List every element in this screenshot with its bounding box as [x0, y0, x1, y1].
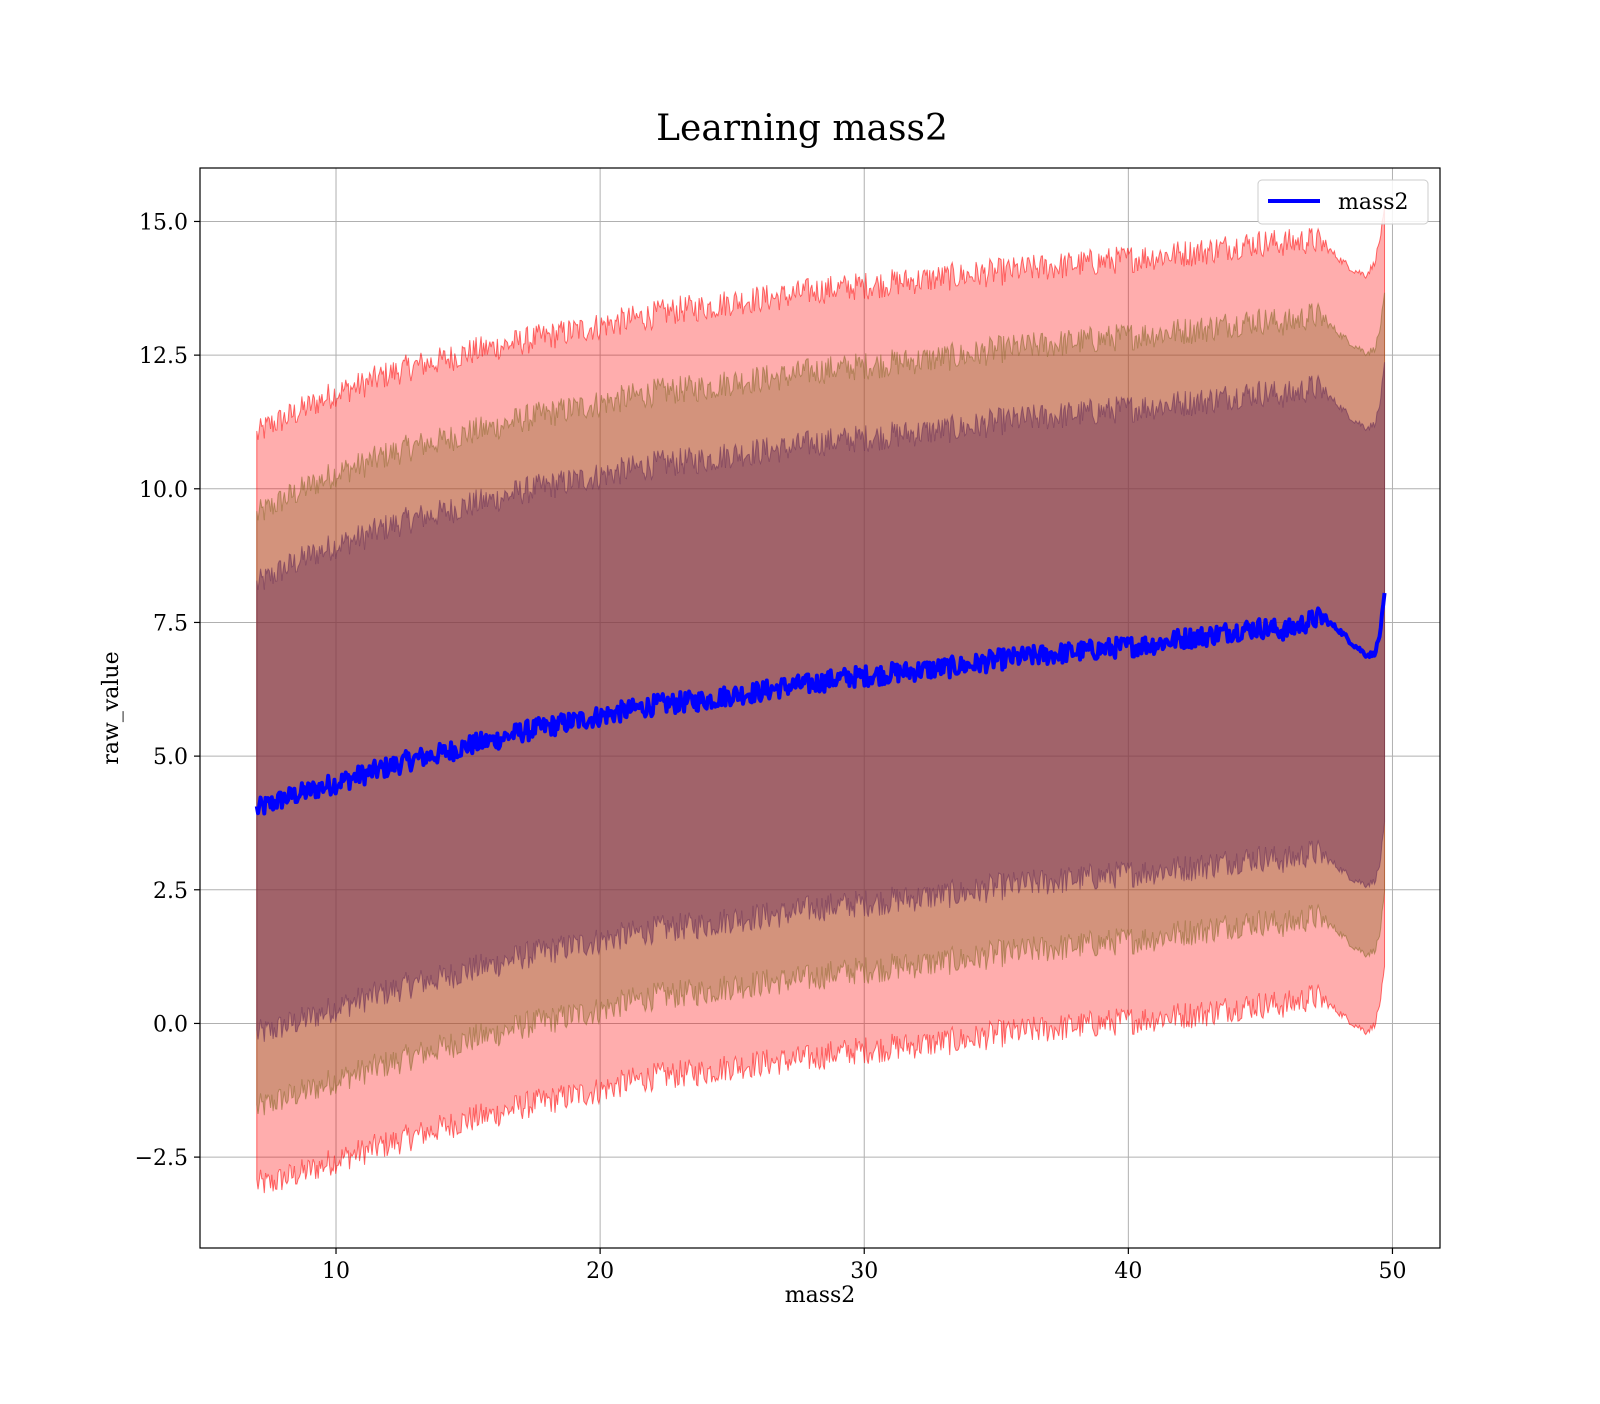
- x-axis-ticks: 10 20 30 40 50: [322, 1248, 1406, 1284]
- series-line-mass2: [254, 592, 1387, 816]
- y-axis-ticks: −2.5 0.0 2.5 5.0 7.5 10.0 12.5 15.0: [135, 210, 200, 1171]
- y-tick-label: 5.0: [153, 745, 188, 770]
- y-tick-label: 10.0: [139, 478, 188, 503]
- x-tick-label: 20: [586, 1259, 614, 1284]
- x-tick-label: 40: [1114, 1259, 1142, 1284]
- y-axis-label: raw_value: [99, 651, 124, 764]
- x-tick-label: 50: [1378, 1259, 1406, 1284]
- x-tick-label: 30: [850, 1259, 878, 1284]
- legend-box: [1257, 179, 1429, 225]
- y-tick-label: −2.5: [135, 1146, 188, 1171]
- legend-label-mass2: mass2: [1338, 190, 1409, 215]
- band-middle: [256, 292, 1386, 1116]
- plot-frame: [199, 167, 1441, 1249]
- legend: mass2: [1257, 179, 1429, 225]
- grid-lines: [200, 168, 1440, 1248]
- y-tick-label: 15.0: [139, 210, 188, 235]
- chart-title: Learning mass2: [656, 108, 948, 149]
- x-tick-label: 10: [322, 1259, 350, 1284]
- series-lines: [254, 592, 1387, 816]
- x-axis-label: mass2: [785, 1283, 856, 1308]
- y-tick-label: 7.5: [153, 611, 188, 636]
- y-tick-label: 2.5: [153, 879, 188, 904]
- band-inner: [256, 362, 1386, 1042]
- y-tick-label: 12.5: [139, 344, 188, 369]
- y-tick-label: 0.0: [153, 1012, 188, 1037]
- confidence-bands: [256, 207, 1386, 1194]
